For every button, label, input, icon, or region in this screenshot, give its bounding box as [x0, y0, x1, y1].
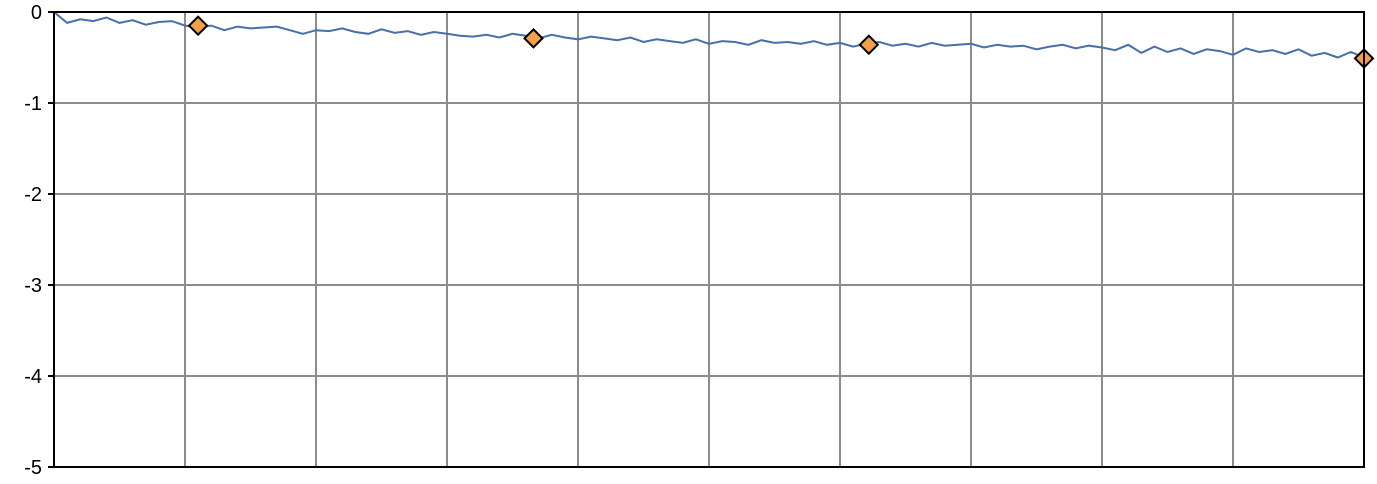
y-tick-label: -4 — [24, 366, 42, 388]
diamond-marker — [523, 27, 544, 49]
gridlines — [54, 12, 1364, 467]
series-layer — [53, 11, 1375, 69]
y-axis-tick-labels: 0 -1 -2 -3 -4 -5 — [24, 2, 54, 479]
y-tick-label: 0 — [31, 2, 42, 24]
plot-area-frame — [53, 11, 1365, 468]
y-tick-label: -1 — [24, 93, 42, 115]
diamond-marker — [187, 15, 209, 37]
diamond-marker — [858, 34, 880, 56]
y-tick-label: -3 — [24, 275, 42, 297]
y-tick-label: -5 — [24, 457, 42, 479]
series-line — [53, 11, 1365, 59]
y-tick-label: -2 — [24, 184, 42, 206]
